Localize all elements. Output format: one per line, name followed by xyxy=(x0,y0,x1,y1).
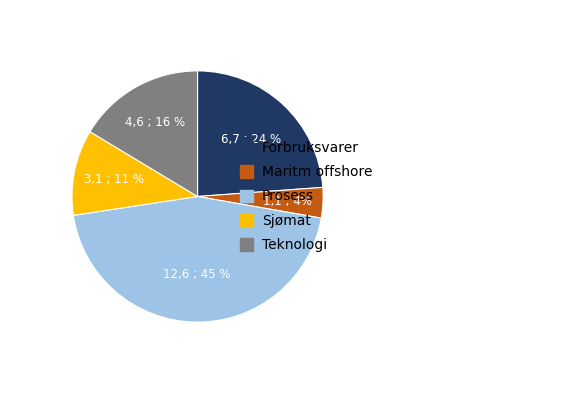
Text: 4,6 ; 16 %: 4,6 ; 16 % xyxy=(125,116,185,129)
Wedge shape xyxy=(198,187,323,218)
Legend: Forbruksvarer, Maritm offshore, Prosess, Sjømat, Teknologi: Forbruksvarer, Maritm offshore, Prosess,… xyxy=(234,135,378,258)
Text: 3,1 ; 11 %: 3,1 ; 11 % xyxy=(84,173,144,186)
Wedge shape xyxy=(73,196,321,322)
Text: 6,7 ; 24 %: 6,7 ; 24 % xyxy=(221,133,281,146)
Wedge shape xyxy=(90,71,198,196)
Wedge shape xyxy=(72,132,198,215)
Text: 12,6 ; 45 %: 12,6 ; 45 % xyxy=(163,268,231,281)
Wedge shape xyxy=(198,71,323,196)
Text: 1,1 ; 4%: 1,1 ; 4% xyxy=(263,195,313,208)
